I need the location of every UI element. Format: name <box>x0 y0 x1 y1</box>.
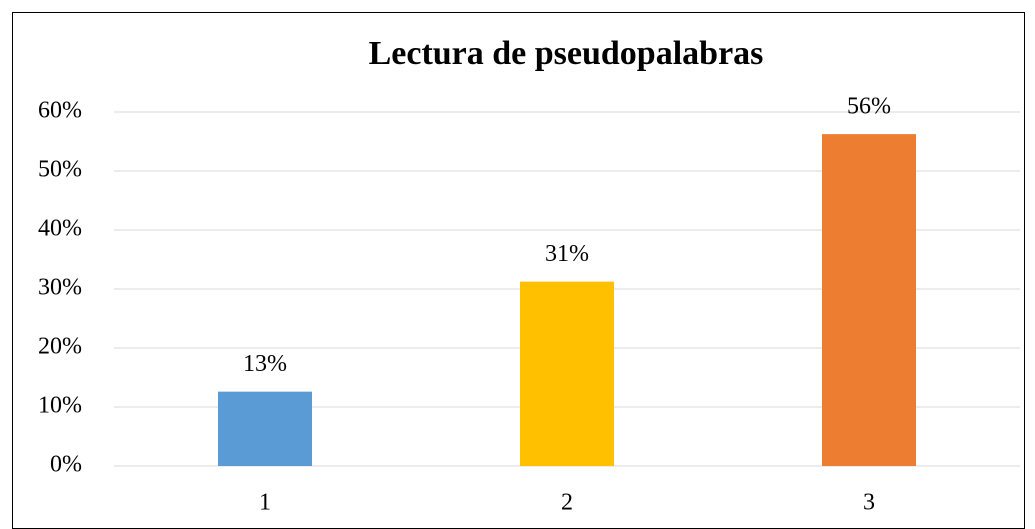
y-tick-label: 40% <box>38 216 82 242</box>
x-tick-label: 3 <box>863 490 875 516</box>
y-tick-label: 50% <box>38 157 82 183</box>
y-tick-label: 30% <box>38 275 82 301</box>
bar <box>520 281 614 466</box>
chart-title: Lectura de pseudopalabras <box>369 35 764 72</box>
y-tick-label: 0% <box>50 452 82 478</box>
x-tick-label: 1 <box>259 490 271 516</box>
data-label: 13% <box>243 351 287 377</box>
y-tick-label: 10% <box>38 393 82 419</box>
y-tick-label: 60% <box>38 98 82 124</box>
data-label: 56% <box>847 94 891 120</box>
data-label: 31% <box>545 241 589 267</box>
x-tick-label: 2 <box>561 490 573 516</box>
bar <box>822 134 916 466</box>
y-tick-label: 20% <box>38 334 82 360</box>
bar <box>218 391 312 466</box>
